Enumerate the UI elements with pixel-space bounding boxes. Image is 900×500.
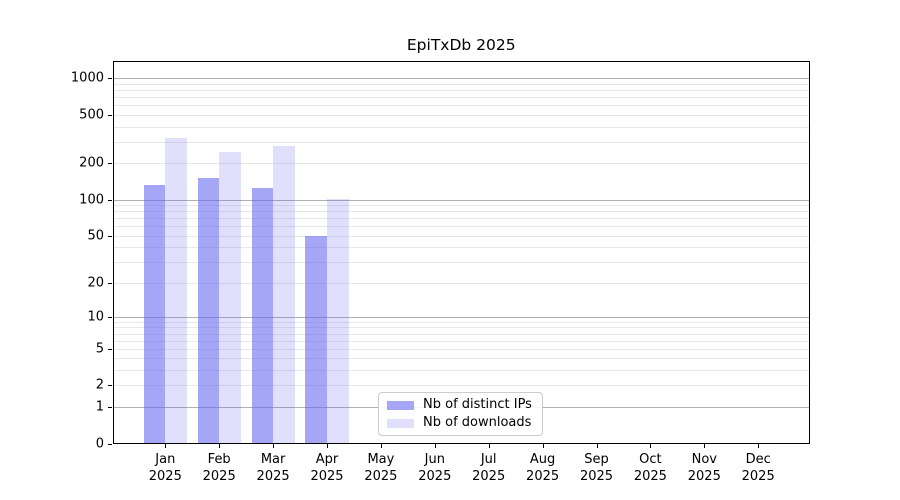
gridline-minor <box>113 247 810 249</box>
x-tick <box>327 443 328 448</box>
x-tick-label: Dec 2025 <box>741 452 775 484</box>
gridline-minor <box>113 385 810 387</box>
gridline-minor <box>113 97 810 99</box>
x-tick <box>273 443 275 448</box>
y-tick-label: 200 <box>79 155 104 171</box>
x-tick <box>650 443 652 448</box>
y-tick <box>108 443 112 445</box>
y-tick <box>108 316 112 318</box>
chart-title: EpiTxDb 2025 <box>406 36 516 54</box>
x-tick-label: Apr 2025 <box>310 452 344 484</box>
x-tick <box>434 443 436 448</box>
legend: Nb of distinct IPs Nb of downloads <box>378 392 543 436</box>
legend-item-distinct-ips: Nb of distinct IPs <box>387 398 542 412</box>
gridline-minor <box>113 358 810 360</box>
x-tick-label: Jan 2025 <box>148 452 182 484</box>
x-tick-label: Jun 2025 <box>418 452 452 484</box>
gridline-minor <box>113 321 810 323</box>
gridline-minor <box>113 370 810 372</box>
x-tick-label: Jul 2025 <box>472 452 506 484</box>
gridline-minor <box>113 226 810 228</box>
gridline-minor <box>113 163 810 165</box>
legend-label-distinct-ips: Nb of distinct IPs <box>423 397 532 412</box>
x-tick-label: Mar 2025 <box>256 452 290 484</box>
x-tick <box>758 443 760 448</box>
bar-distinct-ips <box>197 178 220 444</box>
legend-item-downloads: Nb of downloads <box>387 416 542 430</box>
x-tick-label: Sep 2025 <box>579 452 614 484</box>
gridline-minor <box>113 235 810 237</box>
y-tick <box>108 348 112 350</box>
y-tick <box>108 199 112 201</box>
bar-distinct-ips <box>143 185 166 444</box>
x-tick-label: Feb 2025 <box>202 452 236 484</box>
y-tick-label: 20 <box>87 275 104 291</box>
y-tick-label: 100 <box>79 192 104 208</box>
y-tick <box>108 235 112 237</box>
bar-distinct-ips <box>251 187 274 444</box>
x-tick-label: Oct 2025 <box>633 452 667 484</box>
gridline-minor <box>113 84 810 86</box>
gridline-major <box>113 199 810 201</box>
y-tick-label: 1 <box>95 399 104 415</box>
x-tick <box>488 443 490 448</box>
gridline-minor <box>113 333 810 335</box>
y-tick-label: 500 <box>79 107 104 123</box>
gridline-minor <box>113 348 810 350</box>
y-tick-label: 2 <box>95 377 104 393</box>
y-tick-label: 1000 <box>70 70 104 86</box>
gridline-minor <box>113 340 810 342</box>
y-tick <box>108 78 112 80</box>
x-tick <box>704 443 706 448</box>
x-tick <box>219 443 221 448</box>
gridline-minor <box>113 327 810 329</box>
gridline-major <box>113 78 810 80</box>
gridline-minor <box>113 205 810 207</box>
x-tick <box>380 443 382 448</box>
y-tick <box>108 115 112 117</box>
gridline-minor <box>113 211 810 213</box>
x-tick-label: May 2025 <box>364 452 398 484</box>
gridline-minor <box>113 262 810 264</box>
legend-swatch-downloads <box>387 418 414 428</box>
gridline-minor <box>113 218 810 220</box>
legend-swatch-distinct-ips <box>387 400 414 410</box>
y-tick <box>108 163 112 165</box>
gridline-minor <box>113 115 810 117</box>
gridline-minor <box>113 282 810 284</box>
x-tick-label: Nov 2025 <box>687 452 721 484</box>
bar-distinct-ips <box>305 235 327 444</box>
x-tick <box>165 443 167 448</box>
gridline-minor <box>113 105 810 107</box>
x-tick <box>596 443 598 448</box>
y-tick <box>108 406 112 408</box>
y-tick-label: 0 <box>95 436 104 451</box>
legend-label-downloads: Nb of downloads <box>423 415 532 430</box>
gridline-minor <box>113 90 810 92</box>
y-tick <box>108 282 112 284</box>
bar-downloads <box>327 198 349 444</box>
y-tick-label: 10 <box>87 309 104 325</box>
gridline-minor <box>113 126 810 128</box>
bar-downloads <box>165 137 187 444</box>
gridline-minor <box>113 141 810 143</box>
y-tick-label: 5 <box>95 341 104 357</box>
x-tick <box>542 443 544 448</box>
y-tick-label: 50 <box>87 228 104 244</box>
bar-downloads <box>219 151 241 444</box>
y-tick <box>108 385 112 387</box>
x-tick-label: Aug 2025 <box>526 452 560 484</box>
gridline-major <box>113 316 810 318</box>
bar-downloads <box>273 146 295 444</box>
